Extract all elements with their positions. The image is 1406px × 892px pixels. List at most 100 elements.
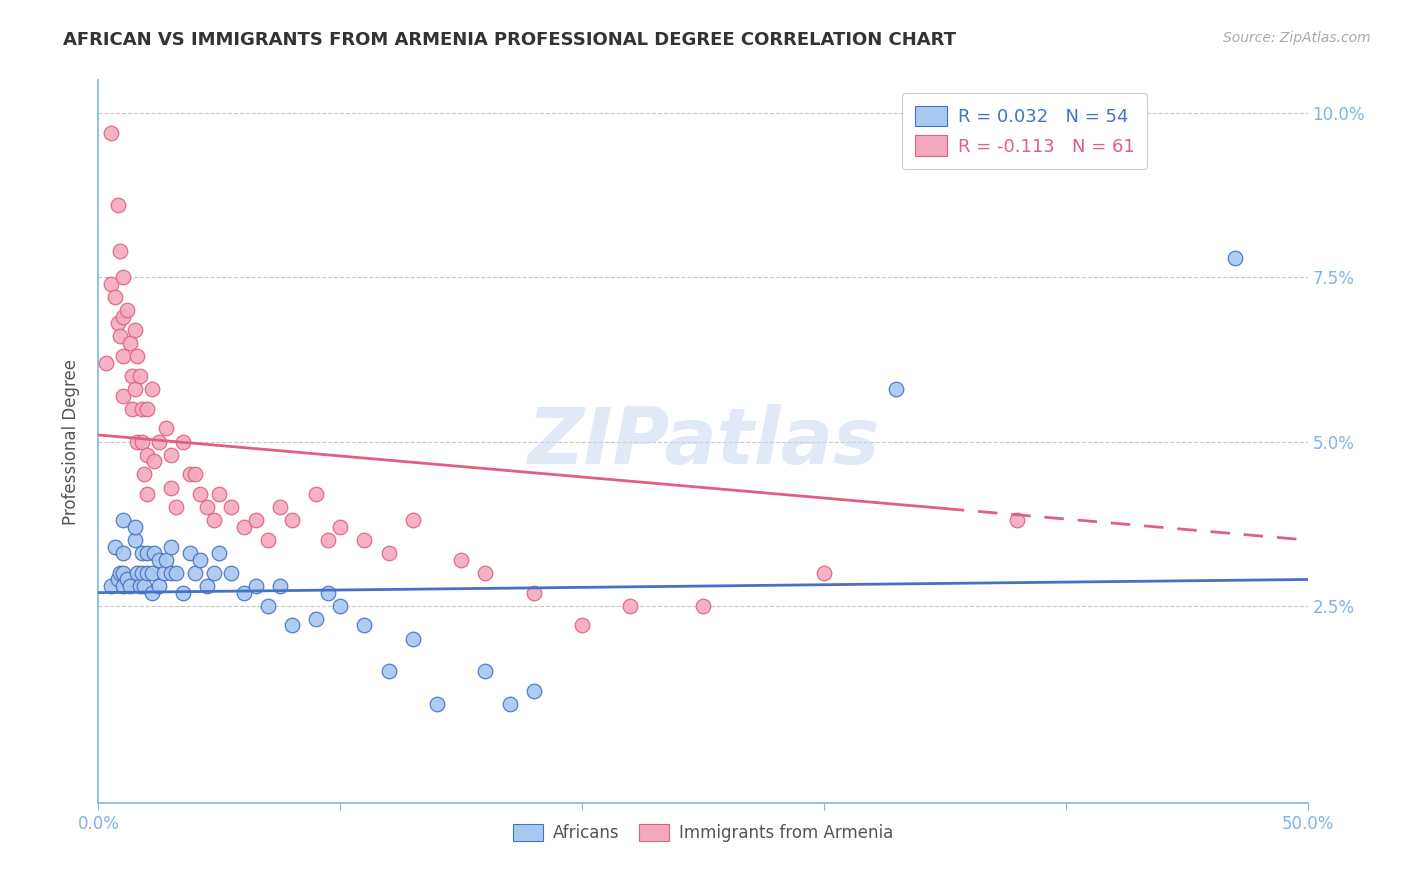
Point — [155, 421, 177, 435]
Point — [329, 599, 352, 613]
Point — [377, 546, 399, 560]
Point — [111, 546, 134, 560]
Point — [124, 382, 146, 396]
Point — [134, 579, 156, 593]
Point — [124, 323, 146, 337]
Point — [155, 553, 177, 567]
Point — [523, 684, 546, 698]
Point — [232, 520, 254, 534]
Point — [160, 481, 183, 495]
Point — [1007, 513, 1029, 527]
Point — [124, 520, 146, 534]
Point — [160, 540, 183, 554]
Point — [111, 349, 134, 363]
Point — [813, 566, 835, 580]
Point — [179, 467, 201, 482]
Y-axis label: Professional Degree: Professional Degree — [62, 359, 80, 524]
Point — [131, 566, 153, 580]
Point — [523, 585, 546, 599]
Point — [100, 277, 122, 291]
Point — [245, 513, 267, 527]
Point — [353, 533, 375, 547]
Point — [245, 579, 267, 593]
Point — [104, 540, 127, 554]
Point — [204, 566, 226, 580]
Point — [131, 546, 153, 560]
Point — [124, 533, 146, 547]
Point — [172, 434, 194, 449]
Point — [165, 566, 187, 580]
Point — [111, 310, 134, 324]
Point — [135, 487, 157, 501]
Point — [165, 500, 187, 515]
Point — [571, 618, 593, 632]
Point — [117, 303, 139, 318]
Point — [329, 520, 352, 534]
Point — [121, 401, 143, 416]
Point — [107, 316, 129, 330]
Point — [256, 533, 278, 547]
Point — [111, 513, 134, 527]
Point — [108, 329, 131, 343]
Text: Source: ZipAtlas.com: Source: ZipAtlas.com — [1223, 31, 1371, 45]
Point — [426, 698, 449, 712]
Point — [108, 566, 131, 580]
Point — [135, 546, 157, 560]
Point — [195, 500, 218, 515]
Point — [141, 382, 163, 396]
Point — [256, 599, 278, 613]
Point — [269, 500, 291, 515]
Point — [111, 388, 134, 402]
Point — [208, 546, 231, 560]
Point — [128, 368, 150, 383]
Point — [135, 566, 157, 580]
Point — [104, 290, 127, 304]
Point — [118, 579, 141, 593]
Point — [402, 632, 425, 646]
Point — [692, 599, 714, 613]
Point — [305, 612, 328, 626]
Point — [1223, 251, 1246, 265]
Point — [269, 579, 291, 593]
Point — [141, 566, 163, 580]
Point — [221, 566, 243, 580]
Point — [474, 566, 496, 580]
Point — [148, 434, 170, 449]
Point — [127, 434, 149, 449]
Point — [148, 553, 170, 567]
Point — [121, 368, 143, 383]
Point — [160, 566, 183, 580]
Point — [886, 382, 908, 396]
Point — [160, 448, 183, 462]
Point — [127, 349, 149, 363]
Point — [135, 401, 157, 416]
Point — [353, 618, 375, 632]
Legend: Africans, Immigrants from Armenia: Africans, Immigrants from Armenia — [506, 817, 900, 848]
Point — [402, 513, 425, 527]
Point — [232, 585, 254, 599]
Point — [498, 698, 520, 712]
Point — [117, 573, 139, 587]
Point — [184, 566, 207, 580]
Point — [316, 585, 339, 599]
Text: AFRICAN VS IMMIGRANTS FROM ARMENIA PROFESSIONAL DEGREE CORRELATION CHART: AFRICAN VS IMMIGRANTS FROM ARMENIA PROFE… — [63, 31, 956, 49]
Point — [111, 579, 134, 593]
Point — [128, 579, 150, 593]
Point — [107, 198, 129, 212]
Point — [111, 566, 134, 580]
Point — [208, 487, 231, 501]
Text: ZIPatlas: ZIPatlas — [527, 403, 879, 480]
Point — [221, 500, 243, 515]
Point — [204, 513, 226, 527]
Point — [118, 336, 141, 351]
Point — [100, 126, 122, 140]
Point — [195, 579, 218, 593]
Point — [281, 618, 304, 632]
Point — [377, 665, 399, 679]
Point — [143, 546, 166, 560]
Point — [131, 434, 153, 449]
Point — [172, 585, 194, 599]
Point — [143, 454, 166, 468]
Point — [152, 566, 174, 580]
Point — [474, 665, 496, 679]
